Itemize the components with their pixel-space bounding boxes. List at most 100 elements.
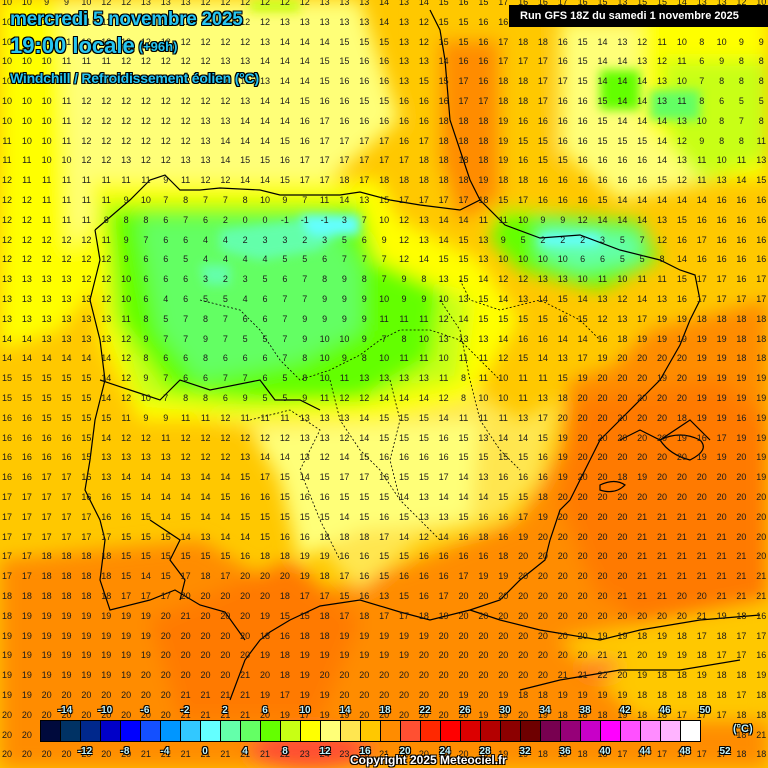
grid-value: 21 [597,650,608,661]
coastline [84,9,761,701]
grid-value: 13 [438,333,449,344]
grid-value: 19 [260,610,271,621]
grid-value: 20 [41,709,52,720]
grid-value: 15 [557,155,568,166]
grid-value: 15 [458,254,469,265]
grid-value: 11 [379,313,389,324]
grid-value: 13 [478,234,489,245]
grid-value: 17 [319,591,330,601]
grid-value: 19 [1,650,12,661]
grid-value: 20 [260,709,271,720]
grid-value: 18 [260,630,271,641]
grid-value: 10 [498,393,509,403]
grid-value: 15 [160,551,171,562]
grid-value: 17 [398,195,409,205]
grid-value: 12 [140,76,151,87]
grid-value: 19 [279,709,290,720]
grid-value: 3 [322,234,328,245]
grid-value: 18 [557,393,568,403]
grid-value: 17 [498,0,509,7]
grid-value: -1 [300,214,309,225]
grid-value: 14 [240,135,251,146]
grid-value: 19 [319,690,330,700]
grid-value: 10 [21,115,32,126]
grid-value: 11 [200,412,211,423]
grid-value: 14 [438,412,449,423]
grid-value: 15 [220,551,231,562]
grid-value: 16 [736,254,747,265]
grid-value: 16 [518,333,529,344]
grid-value: 20 [577,551,588,562]
grid-value: 20 [260,670,271,681]
grid-value: 7 [302,195,308,205]
grid-value: 13 [379,373,390,384]
grid-value: 18 [617,472,628,483]
grid-value: 17 [279,690,290,700]
grid-value: 19 [121,650,132,661]
colorbar-tick-bottom: 52 [719,746,731,757]
grid-value: 17 [418,195,429,205]
grid-value: 9 [361,313,367,324]
grid-value: 14 [319,36,330,47]
grid-value: 20 [557,551,568,562]
grid-value: 11 [756,135,766,146]
grid-value: 12 [101,36,112,47]
colorbar-tick-bottom: 48 [679,746,691,757]
grid-value: 12 [200,76,211,87]
grid-value: 21 [736,571,747,582]
grid-value: 14 [220,511,231,522]
grid-value: 6 [202,373,208,384]
grid-value: 10 [379,214,390,225]
grid-value: 11 [61,76,72,87]
grid-value: 17 [81,511,92,522]
grid-value: 17 [398,155,409,166]
grid-value: 20 [458,709,469,720]
grid-value: 16 [478,511,489,522]
grid-value: 15 [418,76,429,87]
grid-value: 12 [676,135,687,146]
grid-value: 12 [220,175,231,186]
grid-value: 20 [577,630,588,641]
grid-value: 19 [498,155,509,166]
grid-value: 13 [220,56,231,67]
grid-value: 12 [140,36,151,47]
grid-value: 16 [676,294,687,304]
grid-value: 20 [240,571,251,582]
grid-value: 7 [282,333,288,344]
grid-value: 12 [438,393,449,403]
grid-value: 19 [498,115,509,126]
grid-value: 19 [716,353,727,364]
grid-value: 20 [657,412,668,423]
grid-value: 10 [21,135,32,146]
grid-value: 13 [418,234,429,245]
grid-value: 16 [736,214,747,225]
grid-value: 16 [398,135,409,146]
grid-value: 10 [41,115,52,126]
grid-value: 6 [262,294,268,304]
grid-value: 18 [319,571,330,582]
grid-value: 17 [537,96,548,106]
grid-value: 19 [1,690,12,700]
grid-value: 13 [41,294,52,304]
grid-value: 17 [498,36,509,47]
grid-value: 16 [438,452,449,463]
grid-value: 11 [61,96,72,106]
grid-value: 19 [617,630,628,641]
grid-value: 12 [101,115,112,126]
grid-value: 15 [557,373,568,384]
grid-value: 10 [21,36,32,47]
grid-value: 17 [458,96,469,106]
grid-value: 20 [597,393,608,403]
grid-value: 15 [279,175,290,186]
grid-value: 11 [61,175,72,186]
grid-value: 13 [359,373,370,384]
grid-value: 16 [101,511,112,522]
grid-value: 8 [401,333,407,344]
grid-value: 20 [617,511,628,522]
grid-value: 12 [398,214,409,225]
grid-value: 15 [279,135,290,146]
grid-value: 7 [381,274,387,285]
grid-value: 14 [577,294,588,304]
grid-value: 8 [103,214,109,225]
grid-value: 19 [21,690,32,700]
